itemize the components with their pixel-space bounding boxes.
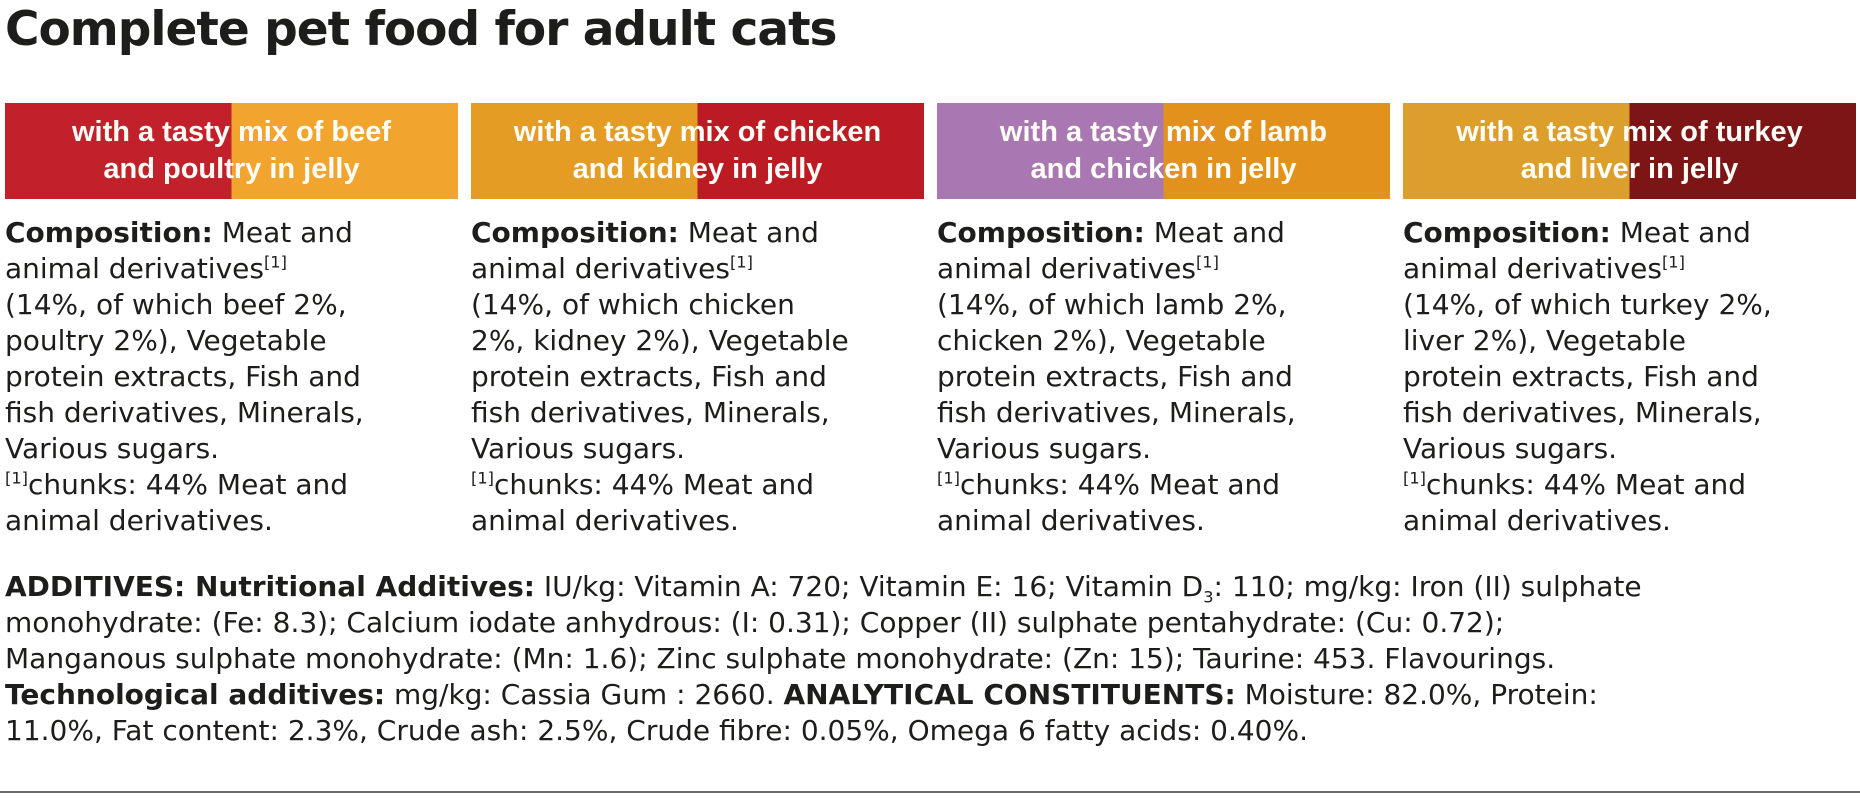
composition-intro: Meat and animal derivatives (5, 216, 353, 285)
composition-intro: Meat and animal derivatives (1403, 216, 1751, 285)
variant-banner-label: with a tasty mix of beef and poultry in … (71, 116, 392, 185)
variant-column-chicken-kidney: with a tasty mix of chicken and kidney i… (471, 103, 924, 539)
additives-segment-3: mg/kg: Cassia Gum : 2660. (385, 678, 784, 711)
composition-label: Composition: (1403, 216, 1611, 249)
composition-body: (14%, of which turkey 2%, liver 2%), Veg… (1403, 288, 1772, 465)
variant-banner-lamb-chicken: with a tasty mix of lamb and chicken in … (937, 103, 1390, 199)
variant-banner-label: with a tasty mix of lamb and chicken in … (999, 116, 1328, 185)
variant-banner-label: with a tasty mix of turkey and liver in … (1456, 116, 1803, 185)
composition-text: Composition: Meat and animal derivatives… (937, 215, 1390, 539)
bottom-section-divider (0, 791, 1860, 793)
variant-banner-chicken-kidney: with a tasty mix of chicken and kidney i… (471, 103, 924, 199)
additives-segment-1: IU/kg: Vitamin A: 720; Vitamin E: 16; Vi… (535, 570, 1204, 603)
composition-intro: Meat and animal derivatives (471, 216, 819, 285)
footnote-ref: [1] (263, 252, 287, 272)
variant-column-beef-poultry: with a tasty mix of beef and poultry in … (5, 103, 458, 539)
footnote-marker: [1] (471, 468, 494, 488)
composition-intro: Meat and animal derivatives (937, 216, 1285, 285)
footnote-marker: [1] (5, 468, 28, 488)
footnote-ref: [1] (729, 252, 753, 272)
page-title: Complete pet food for adult cats (5, 2, 838, 57)
composition-text: Composition: Meat and animal derivatives… (5, 215, 458, 539)
composition-body: (14%, of which lamb 2%, chicken 2%), Veg… (937, 288, 1296, 465)
footnote-marker: [1] (1403, 468, 1426, 488)
additives-segment-2: : 110; mg/kg: Iron (II) sulphate monohyd… (5, 570, 1642, 675)
composition-label: Composition: (937, 216, 1145, 249)
composition-footnote: chunks: 44% Meat and animal derivatives. (937, 468, 1281, 537)
additives-heading: ADDITIVES: Nutritional Additives: (5, 570, 535, 603)
vitamin-d3-subscript: 3 (1203, 587, 1214, 607)
technological-additives-heading: Technological additives: (5, 678, 386, 711)
composition-text: Composition: Meat and animal derivatives… (1403, 215, 1856, 539)
footnote-ref: [1] (1195, 252, 1219, 272)
variant-banner-label: with a tasty mix of chicken and kidney i… (513, 116, 882, 185)
composition-footnote: chunks: 44% Meat and animal derivatives. (471, 468, 815, 537)
variant-column-turkey-liver: with a tasty mix of turkey and liver in … (1403, 103, 1856, 539)
composition-label: Composition: (471, 216, 679, 249)
analytical-constituents-heading: ANALYTICAL CONSTITUENTS: (783, 678, 1236, 711)
variant-banner-turkey-liver: with a tasty mix of turkey and liver in … (1403, 103, 1856, 199)
footnote-marker: [1] (937, 468, 960, 488)
product-info-section: Complete pet food for adult cats with a … (5, 2, 1856, 749)
composition-footnote: chunks: 44% Meat and animal derivatives. (5, 468, 349, 537)
composition-label: Composition: (5, 216, 213, 249)
composition-text: Composition: Meat and animal derivatives… (471, 215, 924, 539)
additives-segment-4: Moisture: 82.0%, Protein: 11.0%, Fat con… (5, 678, 1598, 747)
composition-footnote: chunks: 44% Meat and animal derivatives. (1403, 468, 1747, 537)
variant-columns: with a tasty mix of beef and poultry in … (5, 103, 1856, 539)
variant-column-lamb-chicken: with a tasty mix of lamb and chicken in … (937, 103, 1390, 539)
footnote-ref: [1] (1661, 252, 1685, 272)
additives-and-analytical-constituents-text: ADDITIVES: Nutritional Additives: IU/kg:… (5, 569, 1855, 749)
variant-banner-beef-poultry: with a tasty mix of beef and poultry in … (5, 103, 458, 199)
composition-body: (14%, of which chicken 2%, kidney 2%), V… (471, 288, 849, 465)
composition-body: (14%, of which beef 2%, poultry 2%), Veg… (5, 288, 364, 465)
